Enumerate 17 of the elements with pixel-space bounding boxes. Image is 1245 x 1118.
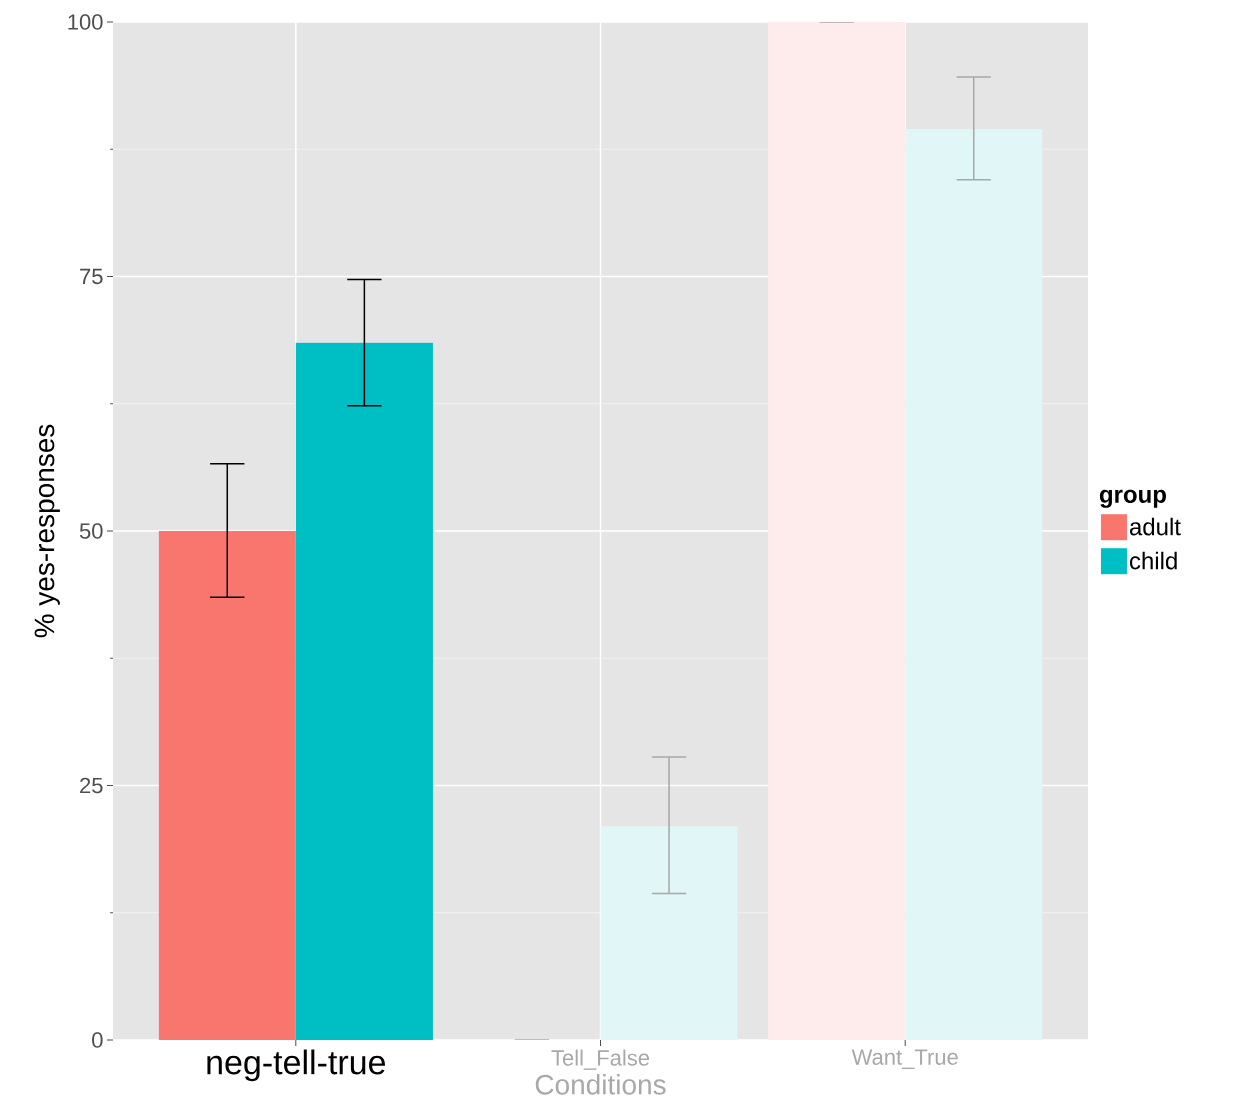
- y-axis-title: % yes-responses: [34, 424, 60, 638]
- x-tick-label: Tell_False: [551, 1049, 650, 1070]
- bar: [905, 128, 1043, 1040]
- bar: [600, 826, 738, 1040]
- bar: [295, 342, 433, 1040]
- x-axis-title: Conditions: [535, 1074, 666, 1095]
- legend-title: group: [1099, 489, 1166, 508]
- y-tick-label: 50: [79, 523, 103, 539]
- y-tick-label: 25: [80, 777, 103, 794]
- legend-label: adult: [1129, 517, 1181, 536]
- bar: [158, 530, 296, 1040]
- y-tick-label: 75: [80, 268, 103, 285]
- legend-label: child: [1129, 551, 1177, 570]
- y-tick-label: 0: [92, 1032, 103, 1048]
- x-tick-label: neg-tell-true: [207, 1049, 385, 1082]
- y-tick-label: 100: [68, 14, 103, 30]
- x-tick-label: Want_True: [851, 1049, 958, 1070]
